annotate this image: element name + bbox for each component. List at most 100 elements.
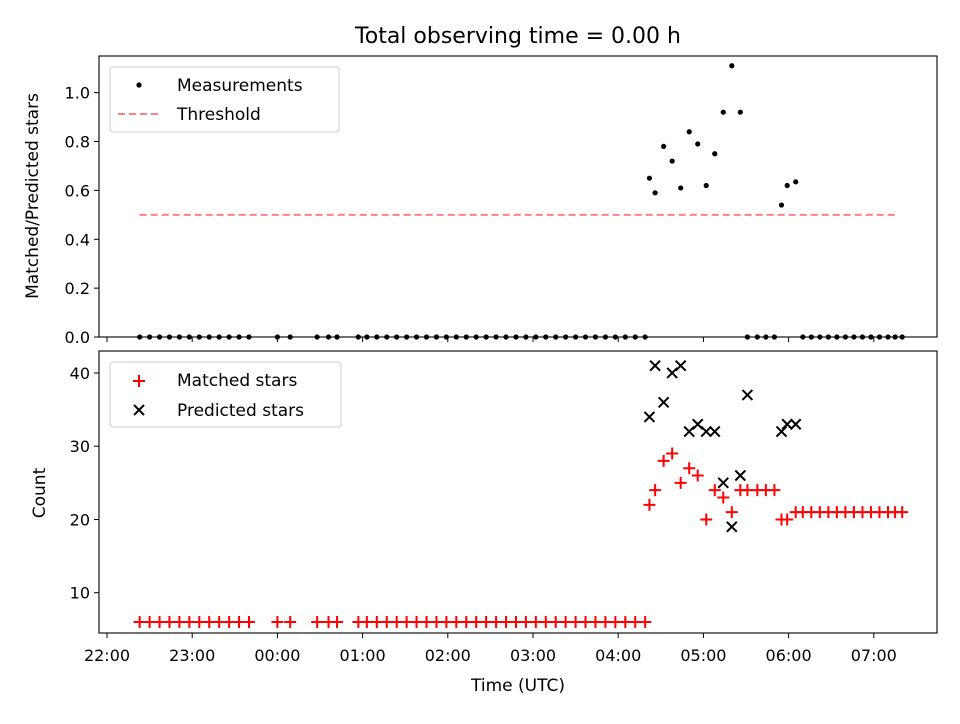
matched-star-point — [271, 616, 284, 629]
x-tick-label: 07:00 — [851, 646, 897, 665]
bottom-ytick-label: 10 — [70, 584, 90, 603]
measurement-point — [334, 334, 340, 340]
matched-star-point — [674, 476, 687, 489]
x-tick-label: 22:00 — [84, 646, 130, 665]
x-tick-label: 01:00 — [340, 646, 386, 665]
measurement-point — [226, 334, 232, 340]
measurement-point — [493, 334, 499, 340]
measurement-point — [196, 334, 202, 340]
measurement-point — [592, 334, 599, 340]
measurement-point — [246, 334, 252, 340]
predicted-star-point — [709, 425, 721, 438]
matched-star-point — [311, 616, 324, 629]
measurement-point — [669, 158, 675, 164]
measurement-point — [206, 334, 212, 340]
legend-matched-marker — [133, 375, 145, 387]
measurement-point — [543, 334, 549, 340]
measurement-point — [443, 334, 449, 340]
bottom-legend: Matched stars Predicted stars — [109, 361, 342, 428]
measurement-point — [156, 334, 163, 340]
measurement-point — [899, 334, 905, 340]
measurement-point — [453, 334, 459, 340]
measurement-point — [771, 334, 778, 340]
x-tick-label: 05:00 — [680, 646, 726, 665]
legend-predicted-label: Predicted stars — [177, 401, 304, 421]
x-tick-label: 02:00 — [425, 646, 471, 665]
measurement-point — [236, 334, 242, 340]
matched-star-point — [700, 513, 713, 526]
matched-star-point — [331, 616, 344, 629]
predicted-star-point — [789, 418, 802, 430]
top-ytick-label: 1.0 — [65, 84, 90, 103]
measurement-point — [695, 141, 701, 147]
measurement-point — [793, 179, 799, 185]
measurement-point — [602, 334, 609, 340]
matched-star-point — [284, 616, 297, 629]
measurement-point — [582, 334, 589, 340]
matched-star-point — [643, 498, 656, 511]
matched-star-point — [657, 454, 670, 467]
predicted-star-point — [643, 411, 656, 423]
predicted-star-point — [674, 359, 687, 372]
top-y-axis-label: Matched/Predicted stars — [23, 93, 43, 299]
x-tick-label: 04:00 — [595, 646, 641, 665]
measurement-point — [473, 334, 479, 340]
bottom-ytick-label: 20 — [70, 510, 90, 529]
measurement-point — [744, 334, 751, 340]
measurement-point — [642, 334, 648, 340]
matched-star-point — [768, 484, 781, 497]
measurement-point — [433, 334, 440, 340]
x-tick-label: 00:00 — [254, 646, 300, 665]
measurement-point — [166, 334, 173, 340]
measurement-point — [737, 109, 743, 115]
matched-star-point — [781, 513, 794, 526]
predicted-star-point — [781, 418, 793, 430]
top-ytick-label: 0.6 — [65, 181, 90, 200]
matched-star-point — [666, 447, 679, 460]
matched-star-point — [691, 469, 704, 482]
matched-star-point — [896, 506, 909, 519]
measurement-point — [216, 334, 222, 340]
legend-matched-label: Matched stars — [177, 371, 297, 391]
measurement-point — [808, 334, 814, 340]
measurement-point — [885, 334, 891, 340]
matched-star-point — [708, 484, 721, 497]
measurement-point — [423, 334, 430, 340]
measurements-panel: 0.0 0.2 0.4 0.6 0.8 1.0 Matched/Predicted sta… — [23, 55, 938, 347]
measurement-point — [364, 334, 370, 340]
matched-star-point — [639, 616, 652, 629]
measurement-point — [374, 334, 380, 340]
predicted-star-point — [734, 469, 747, 482]
legend-measurements-marker — [136, 82, 142, 88]
measurement-point — [646, 175, 653, 181]
measurement-point — [729, 63, 735, 69]
x-axis-label: Time (UTC) — [470, 676, 565, 696]
measurement-point — [503, 334, 509, 340]
measurement-point — [800, 334, 806, 340]
measurement-point — [661, 143, 667, 150]
measurement-point — [703, 182, 709, 189]
predicted-star-point — [657, 396, 670, 408]
measurement-point — [314, 334, 320, 340]
legend-measurements-label: Measurements — [177, 76, 303, 96]
matched-star-point — [717, 491, 730, 504]
matched-star-point — [725, 506, 738, 519]
measurement-point — [274, 334, 280, 340]
predicted-star-point — [775, 425, 788, 438]
legend-threshold-label: Threshold — [176, 105, 261, 125]
measurement-point — [876, 334, 883, 340]
figure-title: Total observing time = 0.00 h — [354, 24, 681, 49]
measurement-point — [686, 129, 692, 135]
matched-star-point — [649, 484, 662, 497]
bottom-ytick-label: 30 — [70, 437, 90, 456]
measurement-point — [825, 334, 831, 340]
measurement-point — [851, 334, 857, 340]
legend-predicted-marker — [133, 404, 145, 416]
measurement-point — [404, 334, 410, 340]
measurement-point — [573, 334, 579, 340]
top-legend: Measurements Threshold — [109, 66, 340, 133]
measurement-point — [287, 334, 293, 340]
measurement-point — [384, 334, 390, 340]
measurement-point — [842, 334, 849, 340]
x-tick-label: 03:00 — [510, 646, 556, 665]
